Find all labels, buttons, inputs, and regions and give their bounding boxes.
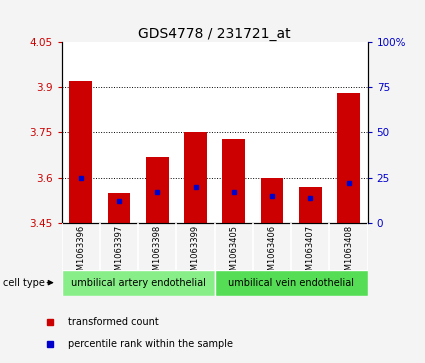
Bar — [146, 157, 169, 223]
Text: GSM1063408: GSM1063408 — [344, 225, 353, 281]
Text: umbilical artery endothelial: umbilical artery endothelial — [71, 278, 206, 288]
Bar — [337, 93, 360, 223]
Bar — [108, 193, 130, 223]
Text: GSM1063406: GSM1063406 — [267, 225, 277, 281]
Title: GDS4778 / 231721_at: GDS4778 / 231721_at — [138, 27, 291, 41]
Bar — [215, 270, 368, 296]
Text: umbilical vein endothelial: umbilical vein endothelial — [228, 278, 354, 288]
Text: percentile rank within the sample: percentile rank within the sample — [68, 339, 233, 349]
Bar — [184, 132, 207, 223]
Text: GSM1063397: GSM1063397 — [114, 225, 124, 281]
Text: GSM1063405: GSM1063405 — [229, 225, 238, 281]
Bar — [69, 81, 92, 223]
Text: GSM1063399: GSM1063399 — [191, 225, 200, 281]
Bar — [62, 270, 215, 296]
Bar — [299, 187, 322, 223]
Text: GSM1063396: GSM1063396 — [76, 225, 85, 281]
Text: GSM1063407: GSM1063407 — [306, 225, 315, 281]
Text: GSM1063398: GSM1063398 — [153, 225, 162, 281]
Text: cell type: cell type — [3, 278, 45, 287]
Bar — [222, 139, 245, 223]
Text: transformed count: transformed count — [68, 317, 159, 327]
Bar — [261, 178, 283, 223]
